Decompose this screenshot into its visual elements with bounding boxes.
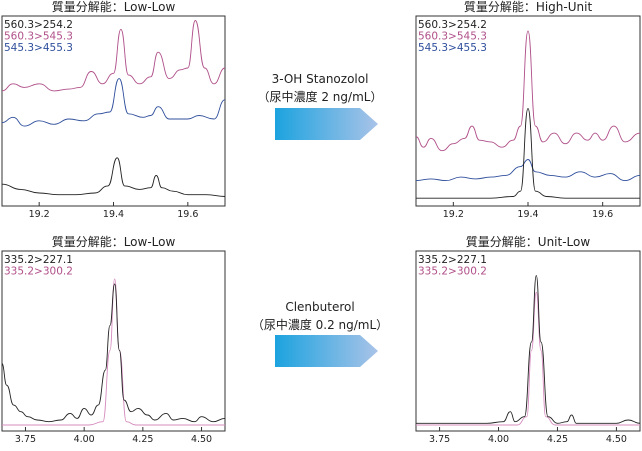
- arrow-1: 3-OH Stanozolol （尿中濃度 2 ng/mL）: [258, 72, 383, 140]
- panel-1-legend-entry: 560.3>545.3: [4, 31, 73, 43]
- panel-3-trace-1: [2, 278, 225, 426]
- panel-1-title: 質量分解能：Low-Low: [52, 0, 176, 14]
- panel-4-trace-2: [416, 275, 640, 424]
- panel-3-title: 質量分解能：Low-Low: [52, 234, 176, 249]
- panel-3-tick-label: 4.00: [74, 434, 95, 445]
- arrow-2-shape: [275, 335, 378, 367]
- panel-4-trace-1: [416, 291, 640, 426]
- panel-4-tick-label: 4.25: [547, 434, 568, 445]
- panel-4-legend-entry: 335.2>300.2: [418, 266, 487, 278]
- panel-2-tick-label: 19.6: [592, 209, 613, 220]
- panel-2-legend-entry: 560.3>254.2: [418, 19, 487, 31]
- panel-4-frame: [415, 250, 641, 432]
- panel-1-tick-label: 19.2: [29, 209, 50, 220]
- panel-1-trace-2: [2, 78, 225, 127]
- panel-3-frame: [1, 250, 226, 432]
- chromatogram-panel-4: 質量分解能：Unit-Low 3.75 4.00 4.25 4.50 335.2>227.…: [415, 234, 641, 445]
- arrow-2: Clenbuterol （尿中濃度 0.2 ng/mL）: [252, 300, 388, 367]
- arrow-1-line1: 3-OH Stanozolol: [272, 72, 369, 86]
- panel-4-tick-label: 4.50: [606, 434, 627, 445]
- arrow-1-line2: （尿中濃度 2 ng/mL）: [258, 89, 383, 104]
- panel-3-tick-label: 4.25: [132, 434, 153, 445]
- chromatogram-panel-2: 質量分解能：High-Unit 19.2 19.4 19.6 560.3>254.256…: [415, 0, 641, 220]
- panel-1-trace-1: [2, 20, 225, 92]
- panel-1-tick-label: 19.4: [103, 209, 124, 220]
- panel-4-legend-entry: 335.2>227.1: [418, 254, 487, 266]
- chromatogram-panel-3: 質量分解能：Low-Low 3.75 4.00 4.25 4.50 335.2>227.1…: [1, 234, 226, 445]
- panel-3-tick-label: 3.75: [15, 434, 36, 445]
- panel-4-tick-label: 4.00: [488, 434, 509, 445]
- panel-2-tick-label: 19.2: [443, 209, 464, 220]
- panel-2-title: 質量分解能：High-Unit: [464, 0, 593, 14]
- panel-1-legend-entry: 545.3>455.3: [4, 42, 73, 54]
- panel-2-trace-2: [416, 159, 640, 182]
- chromatogram-panel-1: 質量分解能：Low-Low 19.2 19.4 19.6 560.3>254.2560.…: [1, 0, 226, 220]
- panel-1-legend-entry: 560.3>254.2: [4, 19, 73, 31]
- panel-2-trace-3: [416, 108, 640, 199]
- panel-1-tick-label: 19.6: [177, 209, 198, 220]
- panel-3-legend-entry: 335.2>227.1: [4, 254, 73, 266]
- panel-2-trace-1: [416, 30, 640, 152]
- panel-2-legend-entry: 560.3>545.3: [418, 31, 487, 43]
- panel-3-tick-label: 4.50: [191, 434, 212, 445]
- panel-3-trace-2: [2, 283, 225, 423]
- panel-1-trace-3: [2, 157, 225, 197]
- panel-3-legend-entry: 335.2>300.2: [4, 266, 73, 278]
- arrow-2-line2: （尿中濃度 0.2 ng/mL）: [252, 317, 388, 332]
- arrow-2-line1: Clenbuterol: [285, 300, 354, 314]
- panel-2-legend-entry: 545.3>455.3: [418, 42, 487, 54]
- arrow-1-shape: [275, 108, 378, 140]
- panel-4-tick-label: 3.75: [429, 434, 450, 445]
- panel-2-tick-label: 19.4: [517, 209, 538, 220]
- panel-4-title: 質量分解能：Unit-Low: [466, 234, 591, 249]
